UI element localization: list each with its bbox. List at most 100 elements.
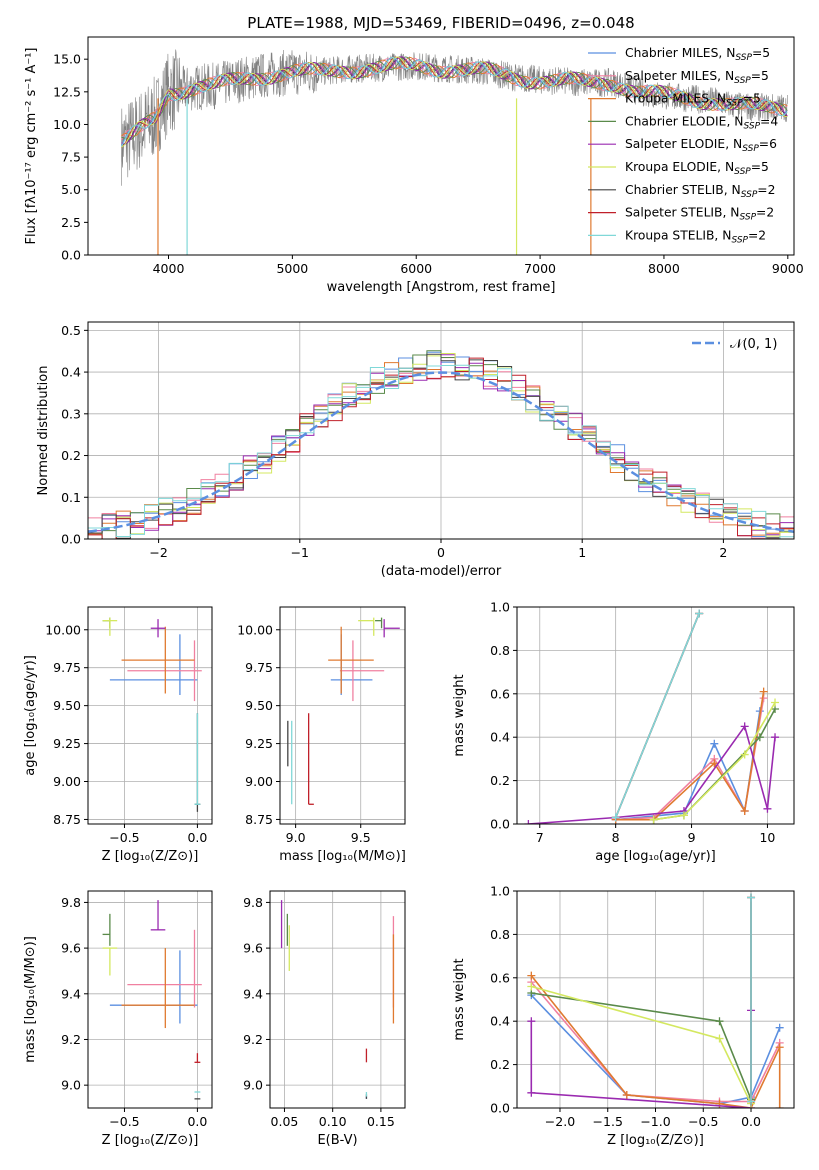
weight-marker-chabrier_elodie xyxy=(715,1017,724,1026)
y-tick-label: 9.0 xyxy=(243,1078,263,1093)
weight-marker-salpeter_elodie xyxy=(524,820,533,824)
y-tick-label: 15.0 xyxy=(53,52,81,67)
weight-marker-salpeter_elodie xyxy=(771,733,780,742)
weight-marker-kroupa_elodie xyxy=(715,1034,724,1043)
y-tick-label: 9.75 xyxy=(53,660,81,675)
weight-marker-kroupa_stelib xyxy=(611,813,620,822)
histogram-salpeter_elodie xyxy=(88,354,794,537)
legend-label-sub: SSP xyxy=(734,76,751,86)
y-tick-label: 0.3 xyxy=(61,406,81,421)
y-axis-label: Normed distribution xyxy=(36,366,51,496)
legend-label-suffix: =2 xyxy=(756,206,774,220)
x-axis-label: Z [log₁₀(Z/Z⊙)] xyxy=(102,1133,199,1148)
axes-frame xyxy=(87,606,213,825)
y-tick-label: 0.4 xyxy=(490,1014,510,1029)
y-tick-label: 0.0 xyxy=(61,532,81,547)
y-axis-label: Flux [fλ10⁻¹⁷ erg cm⁻² s⁻¹ A⁻¹] xyxy=(24,48,39,245)
weight-marker-kroupa_miles xyxy=(775,1043,784,1052)
x-axis-label: Z [log₁₀(Z/Z⊙)] xyxy=(607,1133,704,1148)
y-tick-label: 9.25 xyxy=(245,736,273,751)
y-tick-label: 0.4 xyxy=(61,365,81,380)
x-tick-label: 0.15 xyxy=(367,1114,395,1129)
y-tick-label: 0.8 xyxy=(490,643,510,658)
x-tick-label: 0.10 xyxy=(319,1114,347,1129)
y-tick-label: 9.2 xyxy=(61,1032,81,1047)
x-tick-label: −1.0 xyxy=(640,1114,670,1129)
weight-marker-kroupa_stelib xyxy=(747,893,756,902)
weight-marker-kroupa_miles xyxy=(527,971,536,980)
legend-label-text: Kroupa STELIB, N xyxy=(625,228,731,242)
weight-marker-kroupa_stelib xyxy=(695,609,704,618)
x-axis-label: mass [log₁₀(M/M⊙)] xyxy=(279,849,406,864)
model-spectrum-kroupa_elodie xyxy=(121,56,788,148)
y-tick-label: 9.00 xyxy=(245,774,273,789)
legend-label-suffix: =5 xyxy=(752,46,770,60)
legend-label-text: Kroupa MILES, N xyxy=(625,92,726,106)
legend-label-text: Salpeter MILES, N xyxy=(625,69,734,83)
y-tick-label: 8.75 xyxy=(245,812,273,827)
axes-spectrum: PLATE=1988, MJD=53469, FIBERID=0496, z=0… xyxy=(24,14,804,295)
x-tick-label: −2.0 xyxy=(545,1114,575,1129)
legend-label: Salpeter ELODIE, NSSP=6 xyxy=(625,137,777,154)
model-spectrum-salpeter_miles xyxy=(120,57,788,141)
axes-frame xyxy=(279,606,406,825)
legend-label-sub: SSP xyxy=(741,190,758,200)
weight-marker-chabrier_miles xyxy=(710,739,719,748)
legend-label-suffix: =4 xyxy=(760,114,778,128)
x-tick-label: 1 xyxy=(578,545,586,560)
legend-label-sub: SSP xyxy=(735,53,752,63)
weight-line-chabrier_elodie xyxy=(531,992,752,1100)
legend-label-suffix: =5 xyxy=(751,160,769,174)
y-tick-label: 0.4 xyxy=(490,730,510,745)
y-tick-label: 0.0 xyxy=(61,248,81,263)
axes-frame xyxy=(516,606,795,825)
x-tick-label: 7 xyxy=(536,830,544,845)
x-tick-label: 9.0 xyxy=(286,830,306,845)
x-tick-label: 9 xyxy=(688,830,696,845)
legend-label: Salpeter MILES, NSSP=5 xyxy=(625,69,769,86)
x-tick-label: −1 xyxy=(291,545,309,560)
legend-label-sub: SSP xyxy=(731,235,748,245)
y-tick-label: 10.00 xyxy=(45,622,81,637)
legend-label: 𝒩(0, 1) xyxy=(730,337,777,352)
legend-label-text: Salpeter ELODIE, N xyxy=(625,137,742,151)
y-tick-label: 9.00 xyxy=(53,774,81,789)
y-axis-label: mass weight xyxy=(452,674,467,756)
weight-marker-kroupa_miles xyxy=(775,1104,784,1108)
y-tick-label: 9.50 xyxy=(245,698,273,713)
x-tick-label: 6000 xyxy=(400,261,432,276)
x-axis-label: Z [log₁₀(Z/Z⊙)] xyxy=(102,849,199,864)
y-tick-label: 2.5 xyxy=(61,215,81,230)
axes-weight-vs-age: 7 8 9 10 0.0 0.2 0.4 0.6 0.8 1.0 age [log₁₀(age/yr… xyxy=(452,600,795,864)
y-tick-label: 5.0 xyxy=(61,182,81,197)
legend-label-sub: SSP xyxy=(734,167,751,177)
x-tick-label: 0.05 xyxy=(271,1114,299,1129)
y-tick-label: 12.5 xyxy=(53,84,81,99)
legend-label-sub: SSP xyxy=(740,213,757,223)
plot-area xyxy=(287,617,400,805)
axes-age-vs-mass: 9.0 9.5 8.75 9.00 9.25 9.50 9.75 10.00 mass [log… xyxy=(237,606,406,864)
y-tick-label: 10.0 xyxy=(53,117,81,132)
weight-line-kroupa_elodie xyxy=(531,985,752,1105)
weight-marker-kroupa_elodie xyxy=(771,698,780,707)
y-tick-label: 9.6 xyxy=(61,941,81,956)
x-tick-label: 7000 xyxy=(524,261,556,276)
x-tick-label: −0.5 xyxy=(109,830,139,845)
weight-marker-kroupa_miles xyxy=(622,1090,631,1099)
y-tick-label: 0.5 xyxy=(61,323,81,338)
legend-label-sub: SSP xyxy=(742,144,759,154)
weight-marker-salpeter_elodie xyxy=(763,804,772,813)
x-tick-label: 5000 xyxy=(276,261,308,276)
y-tick-label: 1.0 xyxy=(490,884,510,899)
weight-marker-kroupa_miles xyxy=(710,759,719,768)
x-tick-label: 0.0 xyxy=(741,1114,761,1129)
legend-label: Kroupa MILES, NSSP=5 xyxy=(625,92,761,109)
x-axis-label: age [log₁₀(age/yr)] xyxy=(595,849,716,864)
y-tick-label: 0.0 xyxy=(490,817,510,832)
y-tick-label: 9.6 xyxy=(243,941,263,956)
plot-area xyxy=(280,900,395,1099)
legend-label-suffix: =6 xyxy=(759,137,777,151)
weight-marker-salpeter_elodie xyxy=(527,1088,536,1097)
